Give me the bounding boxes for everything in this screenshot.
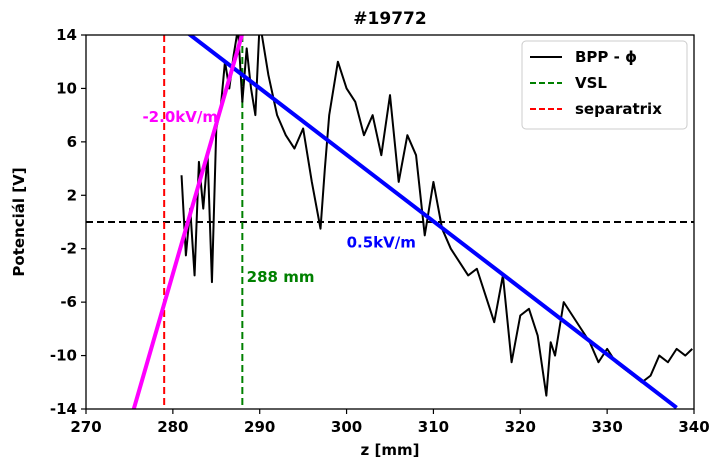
annotation-minus-2kv: -2.0kV/m [142, 108, 218, 126]
x-tick-label: 280 [157, 418, 188, 436]
y-tick-label: -2 [60, 240, 77, 258]
y-tick-label: -10 [50, 347, 77, 365]
fit-line-minus-2kv [131, 35, 245, 409]
plot-frame [85, 34, 695, 410]
x-tick-label: 340 [678, 418, 709, 436]
chart-title: #19772 [353, 9, 426, 29]
x-tick-label: 330 [591, 418, 622, 436]
y-tick-label: 2 [67, 186, 77, 204]
y-tick-label: -6 [60, 293, 77, 311]
x-tick-label: 300 [331, 418, 362, 436]
legend-label: separatrix [575, 100, 662, 118]
annotation-288mm: 288 mm [247, 268, 315, 286]
fit-line-0-5kv [187, 35, 678, 409]
annotation-0-5kv: 0.5kV/m [347, 233, 416, 251]
x-axis-label: z [mm] [361, 441, 420, 459]
x-axis: 270 280 290 300 310 320 330 340 [70, 409, 710, 436]
legend-label: BPP - ϕ [575, 48, 637, 66]
x-tick-label: 320 [505, 418, 536, 436]
y-tick-label: -14 [50, 400, 77, 418]
x-tick-label: 290 [244, 418, 275, 436]
y-tick-label: 10 [56, 79, 77, 97]
y-axis-label: Potenciál [V] [10, 167, 28, 276]
legend-box [521, 40, 688, 130]
x-tick-label: 270 [70, 418, 101, 436]
series-layer [131, 35, 693, 409]
y-tick-label: 14 [56, 26, 77, 44]
y-axis: -14 -10 -6 -2 2 6 10 14 [50, 26, 86, 418]
y-tick-label: 6 [67, 133, 77, 151]
legend-label: VSL [575, 74, 607, 92]
x-tick-label: 310 [418, 418, 449, 436]
legend: BPP - ϕ VSL separatrix [521, 40, 688, 130]
annotations: -2.0kV/m 0.5kV/m 288 mm [142, 108, 415, 286]
